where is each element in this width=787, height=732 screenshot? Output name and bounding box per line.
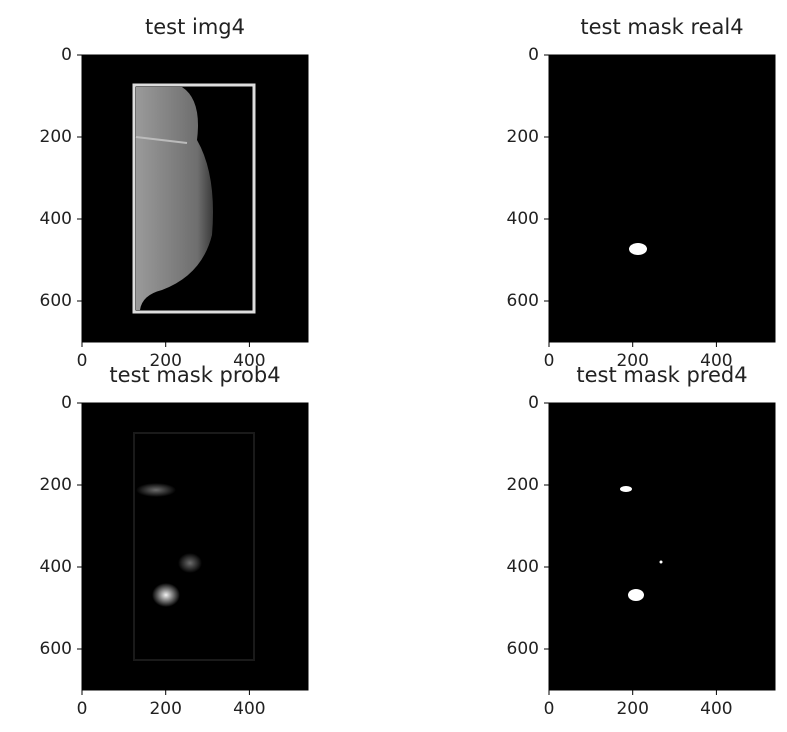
x-tick-label: 0 — [77, 699, 88, 719]
image-panel — [549, 55, 775, 342]
x-tick-label: 200 — [149, 699, 181, 719]
panel-title: test mask prob4 — [109, 363, 280, 387]
image-blob — [178, 553, 202, 573]
image-panel — [82, 55, 308, 342]
y-tick-label: 200 — [507, 475, 539, 495]
y-tick-label: 200 — [507, 127, 539, 147]
y-tick-label: 200 — [40, 127, 72, 147]
panel-title: test img4 — [145, 15, 245, 39]
y-tick-label: 600 — [507, 291, 539, 311]
image-blob — [152, 583, 180, 607]
axes-frame — [548, 54, 776, 343]
axes-frame — [81, 54, 309, 343]
x-tick-label: 400 — [233, 699, 265, 719]
image-frame — [132, 83, 256, 314]
y-tick-label: 400 — [40, 209, 72, 229]
image-blob — [620, 486, 632, 492]
x-tick-label: 0 — [544, 351, 555, 371]
y-tick-label: 600 — [40, 291, 72, 311]
x-tick-label: 400 — [700, 351, 732, 371]
image-frame — [133, 432, 255, 661]
image-panel — [549, 403, 775, 690]
x-tick-label: 400 — [233, 351, 265, 371]
x-tick-label: 0 — [544, 699, 555, 719]
axes-frame — [548, 402, 776, 691]
image-tissue — [136, 87, 213, 310]
y-tick-label: 600 — [507, 639, 539, 659]
image-blob — [628, 589, 644, 601]
panel-title: test mask pred4 — [576, 363, 747, 387]
image-background — [549, 403, 775, 690]
x-tick-label: 0 — [77, 351, 88, 371]
y-tick-label: 600 — [40, 639, 72, 659]
image-detail — [135, 136, 188, 144]
image-panel — [82, 403, 308, 690]
x-tick-label: 200 — [616, 699, 648, 719]
y-tick-label: 400 — [507, 209, 539, 229]
x-tick-label: 200 — [616, 351, 648, 371]
y-tick-label: 0 — [528, 45, 539, 65]
y-tick-label: 0 — [528, 393, 539, 413]
panel-title: test mask real4 — [580, 15, 743, 39]
x-tick-label: 200 — [149, 351, 181, 371]
x-tick-label: 400 — [700, 699, 732, 719]
y-tick-label: 0 — [61, 45, 72, 65]
y-tick-label: 200 — [40, 475, 72, 495]
image-blob — [629, 243, 647, 255]
image-background — [82, 403, 308, 690]
image-blob — [136, 483, 176, 497]
y-tick-label: 400 — [507, 557, 539, 577]
image-background — [549, 55, 775, 342]
y-tick-label: 0 — [61, 393, 72, 413]
axes-frame — [81, 402, 309, 691]
y-tick-label: 400 — [40, 557, 72, 577]
image-blob — [659, 560, 663, 564]
